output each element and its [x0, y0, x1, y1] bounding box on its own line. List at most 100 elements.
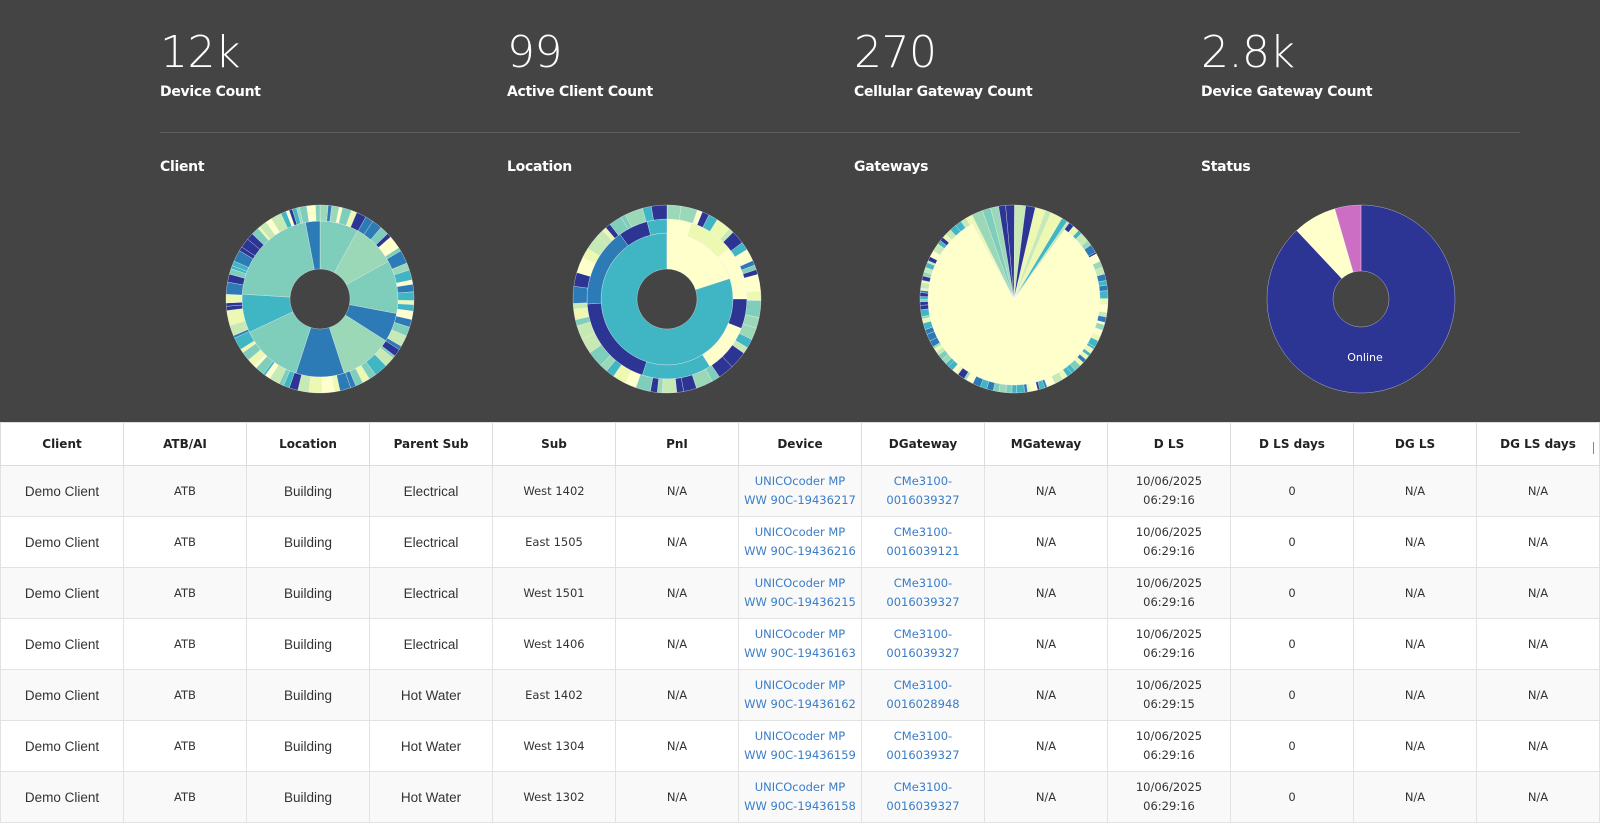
table-cell: Demo Client [0, 516, 124, 568]
sunburst-gateways-chart[interactable] [916, 201, 1112, 397]
column-header-dgateway[interactable]: DGateway [861, 422, 985, 466]
table-cell: N/A [1353, 669, 1477, 721]
sunburst-segment[interactable] [920, 304, 929, 310]
device-link[interactable]: UNICOcoder MP WW 90C-19436163 [738, 618, 862, 670]
dgateway-link[interactable]: CMe3100-0016039327 [861, 567, 985, 619]
table-cell: N/A [984, 669, 1108, 721]
column-header-client[interactable]: Client [0, 422, 124, 466]
column-header-device[interactable]: Device [738, 422, 862, 466]
sunburst-segment[interactable] [965, 216, 973, 226]
column-header-d-ls-days[interactable]: D LS days [1230, 422, 1354, 466]
table-cell: N/A [1476, 567, 1600, 619]
table-cell: N/A [1353, 618, 1477, 670]
sunburst-status-chart[interactable]: Online [1263, 201, 1459, 397]
column-header-location[interactable]: Location [246, 422, 370, 466]
table-body: Demo Client ATB Building Electrical West 140… [0, 465, 1600, 823]
table-cell: 10/06/2025 06:29:16 [1107, 771, 1231, 823]
table-cell: 10/06/2025 06:29:16 [1107, 567, 1231, 619]
sunburst-segment[interactable] [646, 218, 668, 236]
sunburst-segment[interactable] [919, 299, 929, 302]
sunburst-client-chart[interactable] [222, 201, 418, 397]
device-link[interactable]: UNICOcoder MP WW 90C-19436158 [738, 771, 862, 823]
table-row[interactable]: Demo Client ATB Building Electrical East 150… [0, 516, 1600, 568]
device-link[interactable]: UNICOcoder MP WW 90C-19436217 [738, 465, 862, 517]
status-online-label: Online [1347, 351, 1383, 364]
sunburst-segment[interactable] [666, 204, 682, 221]
table-cell: Building [246, 516, 370, 568]
table-cell: Hot Water [369, 771, 493, 823]
column-header-d-ls[interactable]: D LS [1107, 422, 1231, 466]
kpi-value: 270 [854, 27, 937, 78]
column-header-dg-ls[interactable]: DG LS [1353, 422, 1477, 466]
sunburst-segment[interactable] [920, 308, 930, 317]
sunburst-segment[interactable] [308, 376, 323, 394]
sunburst-segment[interactable] [315, 204, 321, 222]
kpi-label: Device Count [160, 84, 261, 100]
table-row[interactable]: Demo Client ATB Building Electrical West 140… [0, 618, 1600, 670]
sunburst-segment[interactable] [1011, 384, 1017, 394]
dgateway-link[interactable]: CMe3100-0016039327 [861, 720, 985, 772]
sunburst-segment[interactable] [1013, 221, 1070, 300]
device-link[interactable]: UNICOcoder MP WW 90C-19436216 [738, 516, 862, 568]
dashboard-header: 12k Device Count 99 Active Client Count … [0, 0, 1600, 422]
device-link[interactable]: UNICOcoder MP WW 90C-19436159 [738, 720, 862, 772]
sunburst-segment[interactable] [1005, 384, 1013, 394]
dgateway-link[interactable]: CMe3100-0016039327 [861, 465, 985, 517]
table-cell: N/A [1476, 465, 1600, 517]
dgateway-link[interactable]: CMe3100-0016039121 [861, 516, 985, 568]
chart-title-gateways: Gateways [854, 159, 929, 175]
sunburst-segment[interactable] [1098, 304, 1108, 313]
table-row[interactable]: Demo Client ATB Building Electrical West 140… [0, 465, 1600, 517]
sunburst-segment[interactable] [1098, 284, 1108, 292]
table-cell: Demo Client [0, 465, 124, 517]
table-cell: N/A [1476, 618, 1600, 670]
kpi-device-count: 12k Device Count [160, 26, 261, 100]
column-header-sub[interactable]: Sub [492, 422, 616, 466]
device-table-container[interactable]: Client ATB/AI Location Parent Sub Sub PnI Devi… [0, 422, 1600, 831]
column-header-pni[interactable]: PnI [615, 422, 739, 466]
table-cell: 0 [1230, 516, 1354, 568]
status-slice[interactable] [1334, 204, 1362, 273]
sunburst-segment[interactable] [919, 301, 929, 306]
table-header-row: Client ATB/AI Location Parent Sub Sub PnI Devi… [0, 422, 1600, 466]
kpi-label: Device Gateway Count [1201, 84, 1373, 100]
dgateway-link[interactable]: CMe3100-0016028948 [861, 669, 985, 721]
sunburst-segment[interactable] [746, 291, 762, 301]
table-cell: Building [246, 618, 370, 670]
dgateway-link[interactable]: CMe3100-0016039327 [861, 771, 985, 823]
sunburst-segment[interactable] [1099, 298, 1109, 305]
table-cell: 10/06/2025 06:29:16 [1107, 720, 1231, 772]
sunburst-segment[interactable] [1016, 384, 1025, 394]
sunburst-segment[interactable] [745, 300, 762, 318]
table-cell: Hot Water [369, 669, 493, 721]
sunburst-segment[interactable] [662, 378, 677, 394]
column-header-parent-sub[interactable]: Parent Sub [369, 422, 493, 466]
sunburst-segment[interactable] [572, 286, 588, 304]
sunburst-segment[interactable] [651, 204, 668, 221]
table-cell: Building [246, 669, 370, 721]
sunburst-segment[interactable] [1099, 290, 1109, 299]
table-cell: N/A [615, 516, 739, 568]
table-cell: Demo Client [0, 669, 124, 721]
sunburst-segment[interactable] [919, 292, 929, 297]
table-row[interactable]: Demo Client ATB Building Electrical West 150… [0, 567, 1600, 619]
table-cell: Building [246, 465, 370, 517]
column-header-mgateway[interactable]: MGateway [984, 422, 1108, 466]
table-cell: 10/06/2025 06:29:16 [1107, 618, 1231, 670]
table-cell: N/A [615, 618, 739, 670]
dgateway-link[interactable]: CMe3100-0016039327 [861, 618, 985, 670]
sunburst-segment[interactable] [919, 296, 929, 300]
table-cell: 0 [1230, 618, 1354, 670]
table-row[interactable]: Demo Client ATB Building Hot Water East 1402… [0, 669, 1600, 721]
column-header-atb-ai[interactable]: ATB/AI [123, 422, 247, 466]
table-cell: Demo Client [0, 720, 124, 772]
table-row[interactable]: Demo Client ATB Building Hot Water West 1302… [0, 771, 1600, 823]
device-link[interactable]: UNICOcoder MP WW 90C-19436215 [738, 567, 862, 619]
sunburst-segment[interactable] [225, 294, 243, 304]
column-resize-handle[interactable] [1593, 442, 1594, 454]
device-link[interactable]: UNICOcoder MP WW 90C-19436162 [738, 669, 862, 721]
sunburst-location-chart[interactable] [569, 201, 765, 397]
column-header-dg-ls-days[interactable]: DG LS days [1476, 422, 1600, 466]
table-row[interactable]: Demo Client ATB Building Hot Water West 1304… [0, 720, 1600, 772]
sunburst-segment[interactable] [397, 291, 415, 301]
